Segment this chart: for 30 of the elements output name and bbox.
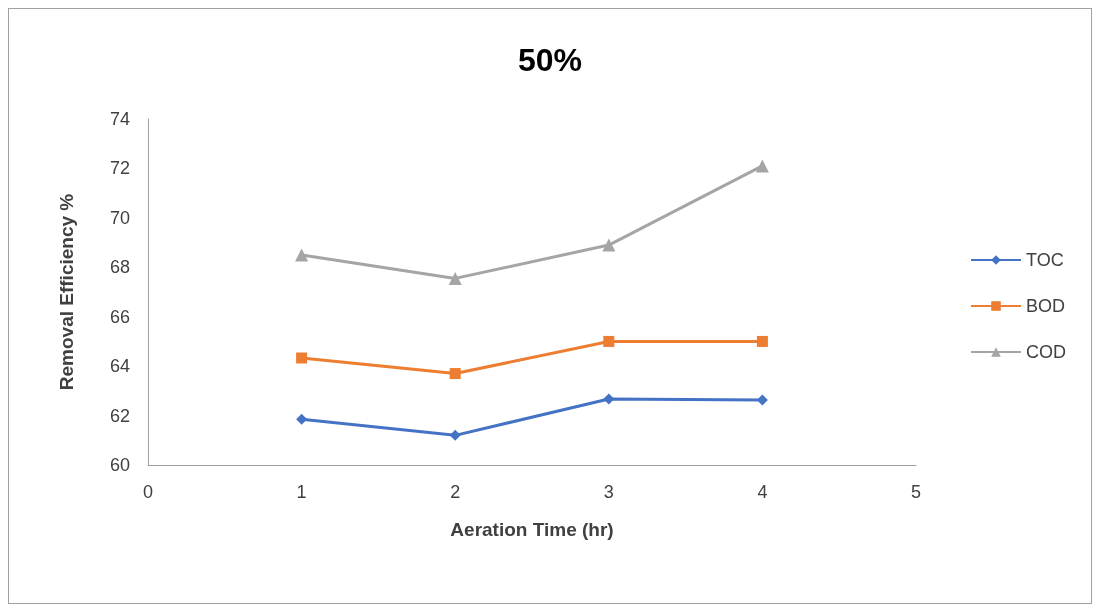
legend-label: TOC (1026, 250, 1064, 270)
x-tick-label: 5 (910, 482, 922, 502)
x-tick-label: 0 (142, 482, 154, 502)
x-axis-title: Aeration Time (hr) (450, 519, 614, 540)
y-tick-label: 60 (109, 455, 130, 475)
chart-title: 50% (517, 42, 583, 78)
y-tick-label: 64 (109, 356, 130, 377)
x-tick-label: 3 (603, 482, 614, 502)
point (449, 368, 461, 380)
y-tick-label: 70 (109, 207, 130, 228)
legend-label: COD (1026, 342, 1066, 362)
x-tick-label: 2 (450, 482, 461, 502)
x-tick-label: 1 (296, 482, 307, 502)
point (756, 335, 768, 347)
y-tick-label: 62 (109, 405, 130, 426)
point (295, 248, 309, 262)
point (603, 335, 615, 347)
y-tick-label: 74 (109, 109, 130, 129)
legend-label: BOD (1026, 296, 1066, 316)
y-tick-label: 72 (109, 158, 130, 179)
point (449, 429, 461, 441)
y-tick-label: 66 (109, 306, 130, 327)
point (755, 159, 769, 173)
point (296, 413, 308, 425)
y-tick-label: 68 (109, 257, 130, 278)
y-axis-title: Removal Efficiency % (56, 193, 77, 391)
point (602, 238, 616, 252)
point (296, 352, 308, 364)
point (448, 271, 462, 285)
x-tick-label: 4 (757, 482, 768, 502)
